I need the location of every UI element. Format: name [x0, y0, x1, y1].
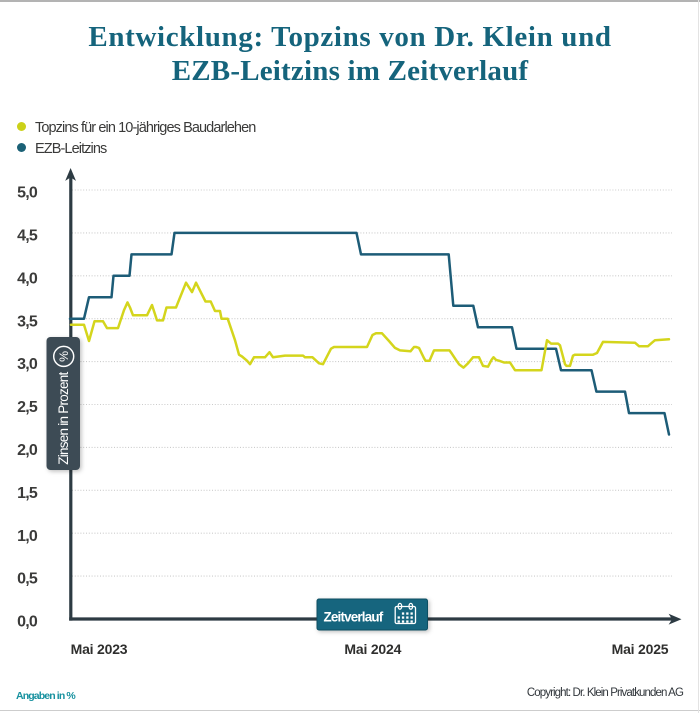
svg-text:Mai 2025: Mai 2025 — [612, 641, 669, 657]
svg-text:0,5: 0,5 — [17, 571, 38, 588]
svg-text:3,0: 3,0 — [17, 356, 38, 373]
svg-text:%: % — [57, 351, 71, 362]
svg-text:0,0: 0,0 — [17, 614, 38, 631]
svg-text:4,0: 4,0 — [17, 270, 38, 287]
svg-text:2,5: 2,5 — [17, 399, 38, 416]
svg-text:1,5: 1,5 — [17, 485, 38, 502]
svg-text:5,0: 5,0 — [17, 185, 38, 202]
svg-text:1,0: 1,0 — [17, 528, 38, 545]
svg-text:3,5: 3,5 — [17, 313, 38, 330]
svg-text:2,0: 2,0 — [17, 442, 38, 459]
svg-text:Zinsen in Prozent: Zinsen in Prozent — [56, 371, 71, 464]
svg-text:Mai 2024: Mai 2024 — [344, 641, 401, 657]
svg-text:Mai 2023: Mai 2023 — [71, 641, 128, 657]
svg-text:4,5: 4,5 — [17, 228, 38, 245]
svg-text:Zeitverlauf: Zeitverlauf — [324, 609, 384, 624]
